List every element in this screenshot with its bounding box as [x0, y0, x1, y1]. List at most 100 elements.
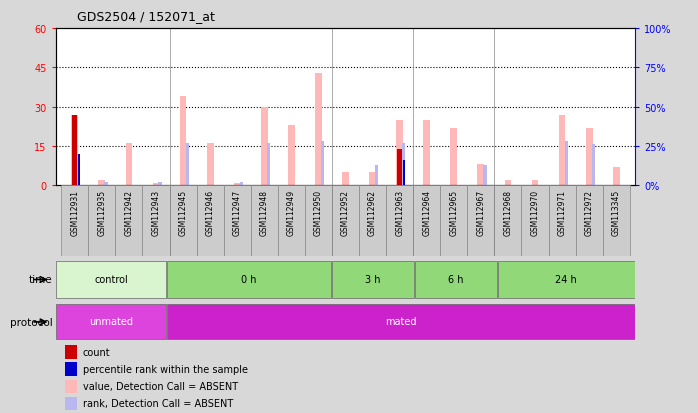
Bar: [261, 107, 267, 186]
Bar: [359, 186, 386, 256]
Text: GSM112946: GSM112946: [206, 189, 215, 235]
Bar: [57, 305, 165, 339]
Bar: [549, 186, 576, 256]
Text: GSM112965: GSM112965: [450, 189, 459, 235]
Bar: [197, 186, 223, 256]
Bar: [77, 154, 80, 186]
Bar: [251, 186, 278, 256]
Bar: [66, 380, 77, 393]
Bar: [505, 180, 512, 186]
Bar: [450, 128, 457, 186]
Text: GSM112952: GSM112952: [341, 189, 350, 235]
Bar: [424, 121, 430, 186]
Bar: [468, 186, 494, 256]
Text: GSM112931: GSM112931: [70, 189, 80, 235]
Bar: [396, 121, 403, 186]
Text: GSM112942: GSM112942: [124, 189, 133, 235]
Bar: [386, 186, 413, 256]
Bar: [126, 144, 133, 186]
Bar: [558, 115, 565, 186]
Bar: [402, 143, 406, 186]
Bar: [239, 183, 243, 186]
Bar: [483, 166, 487, 186]
Bar: [403, 161, 405, 186]
Bar: [115, 186, 142, 256]
Text: GDS2504 / 152071_at: GDS2504 / 152071_at: [77, 10, 215, 23]
Bar: [167, 261, 331, 298]
Bar: [565, 142, 567, 186]
Bar: [278, 186, 305, 256]
Bar: [440, 186, 468, 256]
Bar: [576, 186, 602, 256]
Text: percentile rank within the sample: percentile rank within the sample: [83, 364, 248, 374]
Bar: [415, 261, 497, 298]
Bar: [71, 115, 78, 186]
Text: value, Detection Call = ABSENT: value, Detection Call = ABSENT: [83, 382, 238, 392]
Bar: [153, 183, 159, 186]
Bar: [477, 165, 484, 186]
Bar: [413, 186, 440, 256]
Bar: [532, 180, 538, 186]
Bar: [98, 180, 105, 186]
Bar: [186, 143, 188, 186]
Bar: [369, 173, 376, 186]
Bar: [375, 166, 378, 186]
Bar: [498, 261, 634, 298]
Bar: [57, 261, 165, 298]
Bar: [267, 143, 270, 186]
Bar: [521, 186, 549, 256]
Text: GSM112968: GSM112968: [503, 189, 512, 235]
Text: 6 h: 6 h: [448, 274, 463, 284]
Bar: [305, 186, 332, 256]
Bar: [234, 183, 241, 186]
Bar: [89, 186, 115, 256]
Bar: [332, 186, 359, 256]
Bar: [613, 168, 620, 186]
Bar: [104, 183, 107, 186]
Bar: [494, 186, 521, 256]
Text: count: count: [83, 347, 110, 357]
Text: GSM113345: GSM113345: [611, 189, 621, 235]
Text: GSM112970: GSM112970: [530, 189, 540, 235]
Bar: [78, 154, 80, 186]
Bar: [207, 144, 214, 186]
Bar: [586, 128, 593, 186]
Text: unmated: unmated: [89, 316, 133, 326]
Text: 0 h: 0 h: [242, 274, 257, 284]
Bar: [158, 183, 162, 186]
Bar: [66, 363, 77, 376]
Text: GSM112947: GSM112947: [232, 189, 242, 235]
Bar: [179, 97, 186, 186]
Text: GSM112943: GSM112943: [151, 189, 161, 235]
Bar: [321, 142, 324, 186]
Bar: [170, 186, 197, 256]
Text: GSM112945: GSM112945: [179, 189, 188, 235]
Text: control: control: [94, 274, 128, 284]
Text: GSM112972: GSM112972: [585, 189, 594, 235]
Text: rank, Detection Call = ABSENT: rank, Detection Call = ABSENT: [83, 399, 233, 408]
Bar: [342, 173, 349, 186]
Bar: [332, 261, 414, 298]
Text: 3 h: 3 h: [365, 274, 381, 284]
Text: GSM112967: GSM112967: [476, 189, 485, 235]
Bar: [66, 396, 77, 410]
Bar: [73, 115, 77, 186]
Text: 24 h: 24 h: [556, 274, 577, 284]
Bar: [167, 305, 634, 339]
Text: GSM112971: GSM112971: [558, 189, 567, 235]
Bar: [592, 145, 595, 186]
Bar: [61, 186, 89, 256]
Text: GSM112963: GSM112963: [395, 189, 404, 235]
Text: GSM112964: GSM112964: [422, 189, 431, 235]
Text: protocol: protocol: [10, 317, 52, 327]
Bar: [315, 74, 322, 186]
Bar: [66, 346, 77, 359]
Text: time: time: [29, 275, 52, 285]
Text: GSM112950: GSM112950: [314, 189, 323, 235]
Bar: [602, 186, 630, 256]
Text: GSM112949: GSM112949: [287, 189, 296, 235]
Text: GSM112948: GSM112948: [260, 189, 269, 235]
Text: mated: mated: [385, 316, 417, 326]
Text: GSM112962: GSM112962: [368, 189, 377, 235]
Bar: [397, 149, 402, 186]
